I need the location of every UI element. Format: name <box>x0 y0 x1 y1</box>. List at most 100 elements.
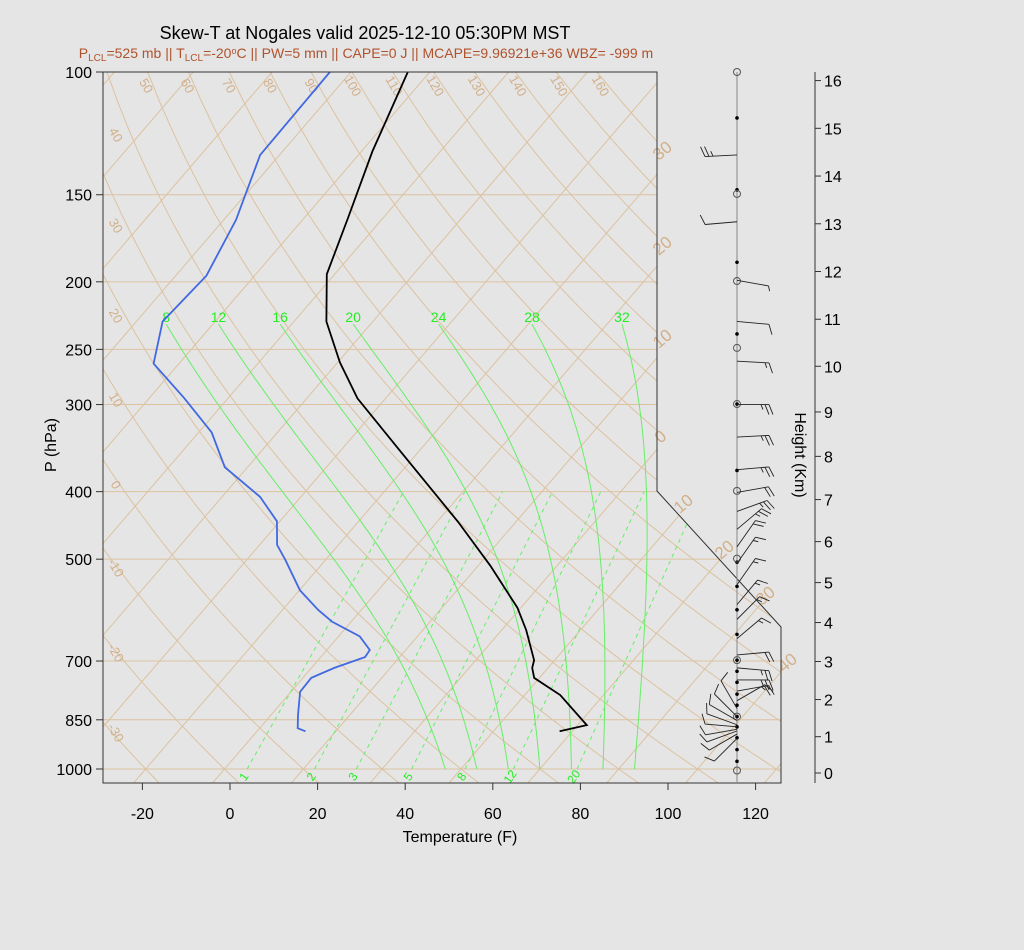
level-dot <box>735 332 739 336</box>
dry-adiabat-line <box>269 72 781 783</box>
dewpoint-profile <box>152 72 371 733</box>
dry-adiabat-label: 90 <box>301 76 321 96</box>
height-tick-label: 16 <box>824 74 842 91</box>
temperature-tick-label: 20 <box>309 806 327 823</box>
height-tick-label: 12 <box>824 265 842 282</box>
height-tick-label: 10 <box>824 359 842 376</box>
height-tick-label: 11 <box>824 312 841 329</box>
dry-adiabat-line <box>103 72 161 783</box>
level-dot <box>735 680 739 685</box>
dry-adiabat-label: 50 <box>136 76 156 96</box>
wind-barb <box>736 434 774 446</box>
moist-adiabat-label: 28 <box>524 309 540 325</box>
level-dot <box>735 116 739 120</box>
moist-adiabat-label: 32 <box>614 309 630 325</box>
dry-adiabat-line <box>103 72 560 783</box>
level-dot <box>735 658 739 662</box>
height-axis-label: Height (Km) <box>791 412 808 497</box>
wind-barb <box>736 617 772 639</box>
wind-barb <box>736 360 773 374</box>
temperature-tick-label: 100 <box>655 806 682 823</box>
mixing-ratio-line <box>246 491 405 770</box>
wind-barb <box>700 146 738 158</box>
wind-barb <box>736 536 767 564</box>
wind-barb <box>736 579 768 605</box>
chart-subtitle: PLCL=525 mb || TLCL=-20oC || PW=5 mm || … <box>79 45 653 64</box>
level-circle <box>733 68 741 76</box>
level-dot <box>735 607 739 612</box>
moist-adiabat-line <box>165 323 446 770</box>
dry-adiabat-label: 20 <box>106 306 126 326</box>
wind-barb <box>701 713 738 728</box>
isotherm-line <box>103 72 509 783</box>
y-axis-label: P (hPa) <box>43 418 60 472</box>
height-tick-label: 6 <box>824 535 833 552</box>
subtitle-segment: P <box>79 45 88 61</box>
wind-barb <box>736 500 775 512</box>
wind-barb <box>699 725 738 736</box>
wind-barb <box>736 321 773 335</box>
subtitle-segment: C || PW=5 mm || CAPE=0 J || MCAPE=9.9692… <box>237 45 654 61</box>
isotherm-line <box>103 72 667 783</box>
wind-barb <box>736 679 774 691</box>
level-circle <box>733 486 741 495</box>
wind-barb <box>736 404 774 415</box>
temperature-tick-label: 40 <box>396 806 414 823</box>
moist-adiabat-label: 12 <box>211 309 227 325</box>
moist-adiabat-line <box>531 323 606 769</box>
dry-adiabat-line <box>103 72 321 783</box>
level-dot <box>735 747 739 752</box>
x-axis-label: Temperature (F) <box>403 829 518 846</box>
wind-barb <box>736 486 775 497</box>
isotherm-line <box>103 72 352 783</box>
wind-barb <box>736 520 767 548</box>
height-tick-label: 1 <box>824 730 833 747</box>
pressure-tick-label: 1000 <box>56 762 92 779</box>
chart-title: Skew-T at Nogales valid 2025-12-10 05:30… <box>160 23 571 43</box>
subtitle-segment: =-20 <box>203 45 232 61</box>
temperature-tick-label: 120 <box>742 806 769 823</box>
isotherm-line <box>103 72 431 783</box>
pressure-tick-label: 850 <box>65 713 92 730</box>
subtitle-segment: =525 mb || T <box>106 45 185 61</box>
subtitle-segment: LCL <box>88 53 107 64</box>
dry-adiabat-label: 10 <box>106 390 126 410</box>
height-tick-label: 4 <box>824 616 833 633</box>
wind-barb <box>700 733 738 751</box>
dry-adiabat-line <box>147 72 781 783</box>
level-dot <box>735 669 739 674</box>
mixing-ratio-line <box>576 491 702 770</box>
wind-barb <box>706 702 738 726</box>
subtitle-segment: LCL <box>185 53 204 64</box>
wind-barb <box>736 558 767 585</box>
isotherm-line <box>103 72 588 783</box>
level-dot <box>735 759 739 764</box>
dry-adiabat-line <box>228 72 781 783</box>
pressure-tick-label: 200 <box>65 275 92 292</box>
isotherm-line <box>605 72 781 783</box>
pressure-tick-label: 400 <box>65 485 92 502</box>
isotherm-line <box>132 72 746 783</box>
mixing-ratio-line <box>411 491 554 770</box>
wind-barb <box>720 672 738 709</box>
wind-barb <box>708 693 738 721</box>
moist-adiabat-label: 24 <box>431 309 447 325</box>
moist-adiabat-label: 20 <box>345 309 361 325</box>
level-circle <box>733 656 741 665</box>
dry-adiabat-line <box>310 72 781 783</box>
height-tick-label: 0 <box>824 766 833 783</box>
dry-adiabat-label: 80 <box>260 76 280 96</box>
height-tick-label: 14 <box>824 169 842 186</box>
dry-adiabat-line <box>351 72 781 783</box>
isotherm-line <box>526 72 781 783</box>
pressure-tick-label: 250 <box>65 342 92 359</box>
pressure-tick-label: 500 <box>65 552 92 569</box>
level-dot <box>735 692 739 696</box>
level-circle <box>733 343 741 352</box>
wind-barb <box>713 683 738 717</box>
height-tick-label: 15 <box>824 121 842 138</box>
wind-barb <box>736 651 775 663</box>
plot-frame <box>102 71 782 784</box>
